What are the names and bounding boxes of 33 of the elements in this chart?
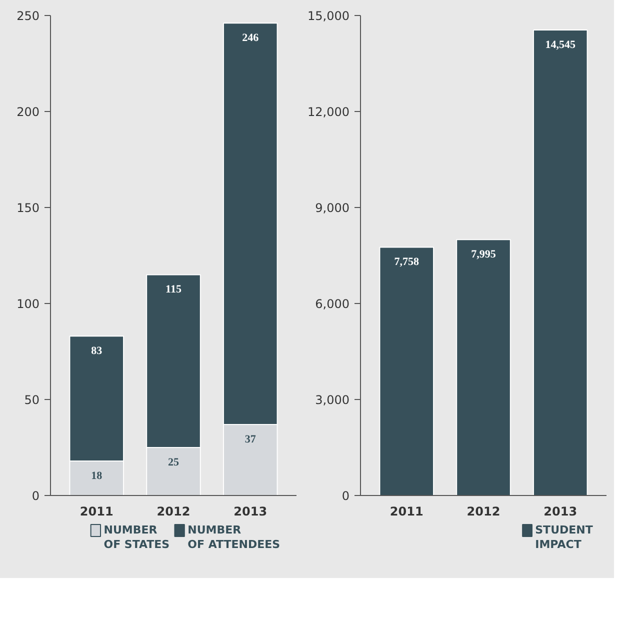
data-label: 37	[244, 433, 256, 446]
y-tick-label: 50	[24, 393, 40, 407]
data-label: 7,995	[471, 248, 496, 261]
bar	[532, 30, 588, 496]
x-tick-label: 2013	[234, 504, 268, 518]
y-tick-label: 9,000	[315, 201, 350, 215]
legend-label: NUMBER OF STATES	[104, 524, 170, 551]
y-tick-label: 6,000	[315, 297, 350, 311]
x-tick-label: 2011	[80, 504, 114, 518]
total-label: 83	[91, 345, 103, 358]
x-tick-label: 2011	[390, 504, 424, 518]
y-tick-label: 200	[16, 105, 40, 119]
bar	[456, 239, 511, 496]
x-tick-label: 2013	[544, 504, 578, 518]
y-tick-label: 0	[342, 489, 350, 503]
total-label: 115	[166, 284, 182, 296]
data-label: 18	[91, 470, 103, 482]
x-tick-label: 2012	[156, 504, 190, 518]
y-tick-label: 250	[16, 9, 40, 23]
data-label: 14,545	[545, 39, 576, 52]
y-tick-label: 3,000	[315, 393, 350, 407]
y-tick-label: 0	[32, 489, 40, 503]
data-label: 25	[168, 456, 180, 468]
y-tick-label: 15,000	[308, 9, 350, 23]
data-label: 7,758	[394, 256, 420, 268]
legend-label: NUMBER OF ATTENDEES	[188, 524, 280, 551]
x-tick-label: 2012	[466, 504, 500, 518]
bar	[379, 246, 434, 496]
y-tick-label: 150	[16, 201, 40, 215]
total-label: 246	[242, 32, 260, 44]
y-tick-label: 12,000	[308, 105, 350, 119]
y-tick-label: 100	[16, 297, 40, 311]
legend-label: STUDENT IMPACT	[535, 524, 594, 551]
